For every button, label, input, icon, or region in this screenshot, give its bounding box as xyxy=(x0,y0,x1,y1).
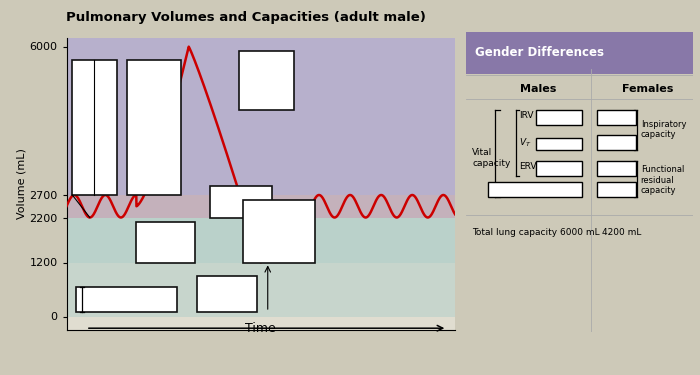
Text: $V_T$: $V_T$ xyxy=(519,136,531,149)
Text: IRV: IRV xyxy=(519,111,533,120)
Bar xyxy=(197,276,257,312)
Bar xyxy=(244,200,315,262)
Bar xyxy=(466,32,693,74)
Text: Gender Differences: Gender Differences xyxy=(475,46,603,59)
Bar xyxy=(598,182,636,197)
Text: Inspiratory
capacity: Inspiratory capacity xyxy=(640,120,686,139)
Bar xyxy=(66,262,455,316)
Bar xyxy=(66,217,455,262)
Text: Time: Time xyxy=(246,322,276,335)
Bar xyxy=(598,161,636,176)
Bar xyxy=(536,161,582,176)
Text: Pulmonary Volumes and Capacities (adult male): Pulmonary Volumes and Capacities (adult … xyxy=(66,11,426,24)
Text: Total lung capacity 6000 mL: Total lung capacity 6000 mL xyxy=(473,228,600,237)
Text: Females: Females xyxy=(622,84,673,94)
Bar xyxy=(536,138,582,150)
Bar xyxy=(136,222,195,262)
Bar xyxy=(66,38,455,195)
Bar xyxy=(76,287,177,312)
Bar xyxy=(598,135,636,150)
Bar xyxy=(127,60,181,195)
Text: Vital
capacity: Vital capacity xyxy=(473,148,511,168)
Bar xyxy=(598,110,636,125)
Text: Functional
residual
capacity: Functional residual capacity xyxy=(640,165,684,195)
Text: ERV: ERV xyxy=(519,162,536,171)
Bar xyxy=(210,186,272,218)
Bar xyxy=(489,182,582,197)
Text: 4200 mL: 4200 mL xyxy=(602,228,641,237)
Bar xyxy=(239,51,294,110)
Bar xyxy=(72,60,117,195)
Y-axis label: Volume (mL): Volume (mL) xyxy=(16,148,27,219)
Bar xyxy=(536,110,582,125)
Bar xyxy=(66,195,455,217)
Text: Males: Males xyxy=(520,84,556,94)
